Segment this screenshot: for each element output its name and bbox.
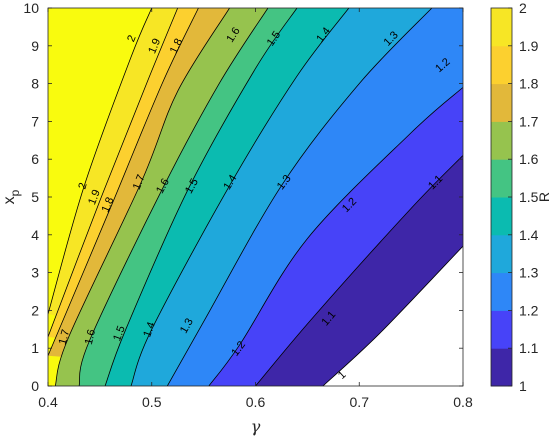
contour-label: 1.9 <box>146 37 163 56</box>
colorbar-cell <box>491 83 512 122</box>
colorbar-cell <box>491 348 512 387</box>
colorbar: 1 1.1 1.2 1.3 1.4 1.5 1.6 1.7 1.8 1.9 2 R <box>490 0 552 394</box>
colorbar-tick-label: 1.2 <box>519 302 539 318</box>
x-tick-label: 0.7 <box>350 394 370 410</box>
y-tick-label: 4 <box>31 227 39 243</box>
contour-label: 1.8 <box>168 37 185 56</box>
colorbar-cell <box>491 159 512 198</box>
colorbar-cell <box>491 310 512 349</box>
colorbar-tick-label: 1.8 <box>519 76 539 92</box>
contour-label: 2 <box>125 33 138 43</box>
x-tick-label: 0.6 <box>246 394 266 410</box>
y-tick-label: 8 <box>31 76 39 92</box>
contour-line-1-4 <box>130 8 350 386</box>
contour-line-1-1 <box>255 155 463 386</box>
colorbar-cell <box>491 121 512 160</box>
y-tick-label: 1 <box>31 340 39 356</box>
contour-label: 1.6 <box>83 328 98 346</box>
colorbar-ticks: 1 1.1 1.2 1.3 1.4 1.5 1.6 1.7 1.8 1.9 2 <box>508 0 539 394</box>
colorbar-tick-label: 1.6 <box>519 151 539 167</box>
colorbar-tick-label: 1.7 <box>519 113 539 129</box>
y-tick-label: 6 <box>31 151 39 167</box>
y-tick-label: 2 <box>31 302 39 318</box>
y-tick-label: 3 <box>31 265 39 281</box>
contour-label: 1.4 <box>141 320 158 338</box>
colorbar-cell <box>491 45 512 85</box>
band-below-1 <box>322 246 463 386</box>
colorbar-tick-label: 1.3 <box>519 265 539 281</box>
y-axis-ticks: 0 1 2 3 4 5 6 7 8 9 10 <box>23 0 463 394</box>
colorbar-tick-label: 2 <box>519 0 527 16</box>
colorbar-cells <box>491 8 512 387</box>
contour-line-1-6 <box>78 8 269 386</box>
y-tick-label: 9 <box>31 38 39 54</box>
plot-area: 221.91.91.81.81.71.71.61.61.61.51.51.51.… <box>47 7 464 387</box>
colorbar-cell <box>491 272 512 311</box>
y-axis-label-text: x <box>1 196 18 204</box>
colorbar-label: R <box>536 192 552 202</box>
x-axis-ticks: 0.4 0.5 0.6 0.7 0.8 <box>38 8 473 410</box>
contour-bands <box>48 8 463 386</box>
contour-label: 1.8 <box>100 196 117 215</box>
y-tick-label: 10 <box>23 0 39 16</box>
x-tick-label: 0.4 <box>38 394 58 410</box>
contour-line-1-7 <box>54 8 230 386</box>
y-tick-label: 7 <box>31 113 39 129</box>
y-tick-label: 5 <box>31 189 39 205</box>
contour-line-1-8 <box>48 8 199 356</box>
contour-line-1-5 <box>104 8 298 386</box>
x-tick-label: 0.5 <box>142 394 162 410</box>
y-axis-label-subscript: p <box>8 189 22 196</box>
colorbar-tick-label: 1.4 <box>519 227 539 243</box>
colorbar-tick-label: 1.1 <box>519 340 539 356</box>
contour-label: 1.5 <box>111 324 128 342</box>
colorbar-tick-label: 1.5 <box>519 189 539 205</box>
contour-line-1-9 <box>48 8 179 338</box>
contour-line-1 <box>322 245 463 386</box>
contour-label: 1.9 <box>86 188 103 207</box>
x-tick-label: 0.8 <box>453 394 473 410</box>
contour-label: 1.7 <box>57 328 73 346</box>
contour-label: 2 <box>77 181 90 190</box>
contour-line-2 <box>48 8 153 315</box>
colorbar-cell <box>491 234 512 274</box>
colorbar-tick-label: 1.9 <box>519 38 539 54</box>
contour-label: 1.7 <box>131 173 148 192</box>
contour-line-1-2 <box>208 87 463 386</box>
y-tick-label: 0 <box>31 378 39 394</box>
contour-line-1-3 <box>166 8 433 386</box>
x-axis-label: γ <box>251 417 261 436</box>
y-axis-label: xp <box>1 189 22 204</box>
colorbar-cell <box>491 8 512 47</box>
colorbar-cell <box>491 197 512 236</box>
contour-lines <box>48 8 463 386</box>
colorbar-tick-label: 1 <box>519 378 527 394</box>
